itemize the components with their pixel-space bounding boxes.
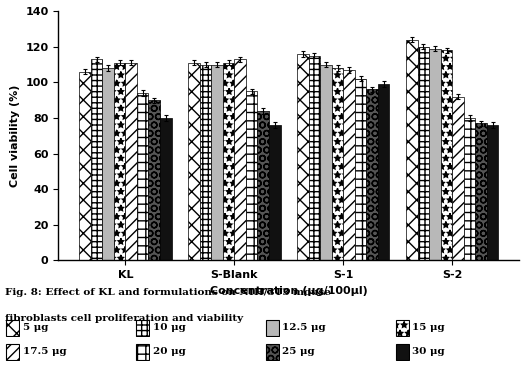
Bar [452,97,464,260]
Bar [148,100,160,260]
Bar [234,59,246,260]
Bar [464,118,475,260]
Bar [418,47,429,260]
Text: Fig. 8: Effect of KL and formulations on NIH/3T3 mouse: Fig. 8: Effect of KL and formulations on… [5,288,331,297]
Bar [269,125,280,260]
Bar [297,54,308,260]
Y-axis label: Cell viability (%): Cell viability (%) [10,84,20,187]
Bar [91,59,102,260]
Bar [320,65,332,260]
Bar [355,79,366,260]
Text: 20 μg: 20 μg [153,347,186,356]
Bar [137,93,148,260]
Text: 15 μg: 15 μg [412,323,445,332]
Text: 12.5 μg: 12.5 μg [282,323,326,332]
Bar [188,63,200,260]
Bar [487,125,498,260]
Bar [366,90,378,260]
Text: 30 μg: 30 μg [412,347,445,356]
Bar [308,56,320,260]
Text: 25 μg: 25 μg [282,347,315,356]
Bar [378,84,390,260]
Bar [343,70,355,260]
Bar [200,65,211,260]
Text: fibroblasts cell proliferation and viability: fibroblasts cell proliferation and viabi… [5,314,243,323]
Bar [429,49,441,260]
Bar [406,40,418,260]
Bar [160,118,172,260]
Bar [126,63,137,260]
Bar [332,68,343,260]
Bar [114,63,126,260]
Bar [475,124,487,260]
Bar [80,72,91,260]
Bar [211,65,223,260]
X-axis label: Concentration (μg/100μl): Concentration (μg/100μl) [210,286,368,296]
Text: 17.5 μg: 17.5 μg [23,347,66,356]
Text: 5 μg: 5 μg [23,323,48,332]
Bar [258,111,269,260]
Bar [246,91,258,260]
Text: 10 μg: 10 μg [153,323,186,332]
Bar [102,68,114,260]
Bar [223,63,234,260]
Bar [441,50,452,260]
